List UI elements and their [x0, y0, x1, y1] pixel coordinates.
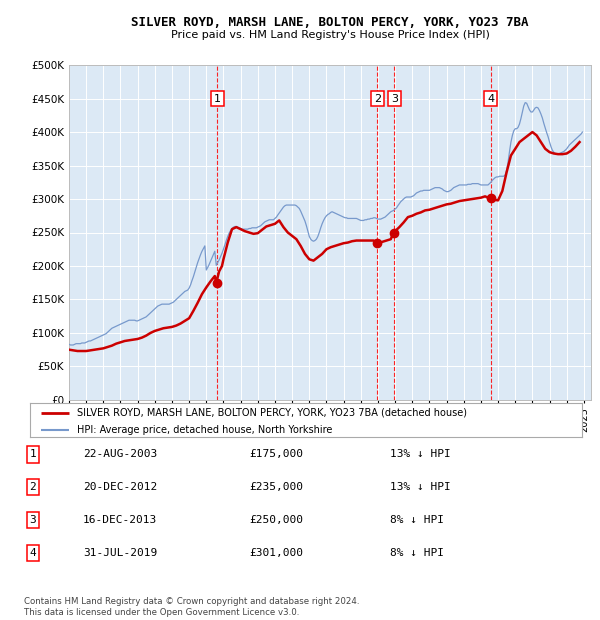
- Text: Contains HM Land Registry data © Crown copyright and database right 2024.
This d: Contains HM Land Registry data © Crown c…: [24, 598, 359, 617]
- Text: £175,000: £175,000: [249, 450, 303, 459]
- Text: £301,000: £301,000: [249, 548, 303, 558]
- Text: Price paid vs. HM Land Registry's House Price Index (HPI): Price paid vs. HM Land Registry's House …: [170, 30, 490, 40]
- Text: 3: 3: [29, 515, 37, 525]
- Text: 8% ↓ HPI: 8% ↓ HPI: [390, 515, 444, 525]
- Text: HPI: Average price, detached house, North Yorkshire: HPI: Average price, detached house, Nort…: [77, 425, 332, 435]
- Text: £235,000: £235,000: [249, 482, 303, 492]
- Text: 1: 1: [29, 450, 37, 459]
- Text: SILVER ROYD, MARSH LANE, BOLTON PERCY, YORK, YO23 7BA (detached house): SILVER ROYD, MARSH LANE, BOLTON PERCY, Y…: [77, 407, 467, 417]
- Text: £250,000: £250,000: [249, 515, 303, 525]
- Text: 16-DEC-2013: 16-DEC-2013: [83, 515, 157, 525]
- Text: 31-JUL-2019: 31-JUL-2019: [83, 548, 157, 558]
- Text: 4: 4: [29, 548, 37, 558]
- Text: 22-AUG-2003: 22-AUG-2003: [83, 450, 157, 459]
- Text: 3: 3: [391, 94, 398, 104]
- Text: 13% ↓ HPI: 13% ↓ HPI: [390, 450, 451, 459]
- Text: 20-DEC-2012: 20-DEC-2012: [83, 482, 157, 492]
- Text: 2: 2: [374, 94, 381, 104]
- Text: 2: 2: [29, 482, 37, 492]
- Text: 1: 1: [214, 94, 221, 104]
- Text: 13% ↓ HPI: 13% ↓ HPI: [390, 482, 451, 492]
- Text: 8% ↓ HPI: 8% ↓ HPI: [390, 548, 444, 558]
- Text: 4: 4: [487, 94, 494, 104]
- Text: SILVER ROYD, MARSH LANE, BOLTON PERCY, YORK, YO23 7BA: SILVER ROYD, MARSH LANE, BOLTON PERCY, Y…: [131, 16, 529, 29]
